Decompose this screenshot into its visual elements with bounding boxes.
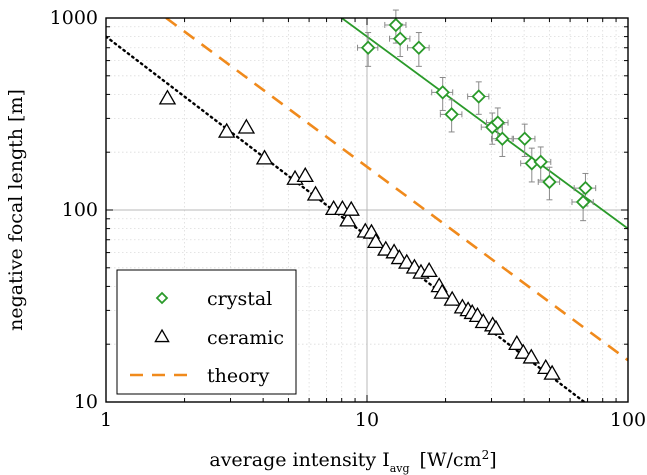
legend-crystal-label: crystal bbox=[207, 288, 272, 310]
ceramic-point bbox=[217, 122, 236, 138]
legend-items: crystal ceramic theory bbox=[130, 288, 284, 387]
legend-theory-label: theory bbox=[207, 365, 270, 387]
x-tick-label: 100 bbox=[610, 409, 646, 431]
y-tick-label: 10 bbox=[74, 391, 98, 413]
crystal-point bbox=[392, 31, 408, 46]
ceramic-point bbox=[487, 319, 505, 335]
x-axis-label-main: average intensity I bbox=[209, 449, 389, 471]
crystal-point bbox=[533, 154, 548, 170]
ceramic-point bbox=[443, 290, 461, 306]
x-axis-label-unit: [W/cm bbox=[420, 449, 482, 471]
crystal-point bbox=[575, 194, 591, 210]
crystal-point bbox=[471, 89, 487, 104]
crystal-point bbox=[490, 115, 506, 130]
ceramic-point bbox=[514, 343, 533, 359]
ceramic-point bbox=[522, 348, 541, 364]
ceramic-point bbox=[474, 313, 493, 329]
x-tick-label: 1 bbox=[100, 409, 112, 431]
ceramic-point bbox=[255, 149, 274, 165]
x-axis-label-sup: 2 bbox=[482, 448, 490, 462]
crystal-point bbox=[542, 174, 557, 190]
ceramic-point bbox=[237, 118, 256, 134]
crystal-point bbox=[495, 131, 510, 147]
ceramic-point bbox=[398, 253, 416, 269]
grid bbox=[106, 18, 628, 402]
ceramic-point bbox=[420, 261, 438, 278]
x-axis-label-close: ] bbox=[489, 449, 496, 471]
ceramic-point bbox=[306, 185, 325, 201]
ceramic-point bbox=[342, 200, 360, 216]
legend-ceramic-label: ceramic bbox=[207, 327, 284, 349]
crystal-point bbox=[578, 180, 593, 196]
crystal-point bbox=[360, 40, 376, 56]
ceramic-fit-line bbox=[106, 35, 586, 402]
ceramic-point bbox=[433, 283, 451, 299]
ceramic-point bbox=[296, 166, 314, 183]
ceramic-point bbox=[158, 89, 177, 105]
crystal-point bbox=[517, 131, 532, 147]
legend: crystal ceramic theory bbox=[116, 269, 297, 395]
crystal-fit-line bbox=[341, 18, 628, 230]
x-axis-label-sub: avg bbox=[390, 462, 410, 475]
crystal-point bbox=[388, 17, 404, 33]
ceramic-point bbox=[339, 211, 357, 227]
y-axis-label: negative focal length [m] bbox=[5, 89, 27, 331]
y-tick-label: 100 bbox=[62, 199, 98, 221]
ceramic-point bbox=[543, 364, 561, 380]
theory-line bbox=[165, 18, 628, 362]
crystal-point bbox=[444, 107, 459, 122]
legend-ceramic-marker bbox=[154, 328, 170, 343]
series-markers bbox=[158, 17, 593, 380]
crystal-error-bars bbox=[357, 9, 597, 222]
x-tick-label: 10 bbox=[355, 409, 379, 431]
y-tick-label: 1000 bbox=[50, 7, 98, 29]
legend-crystal-marker bbox=[155, 291, 169, 305]
series-lines bbox=[106, 18, 628, 402]
crystal-point bbox=[411, 40, 427, 56]
x-axis-label: average intensity Iavg [W/cm2] bbox=[209, 448, 496, 475]
legend-box bbox=[116, 269, 297, 395]
crystal-point bbox=[435, 85, 450, 100]
ceramic-point bbox=[366, 232, 385, 249]
ceramic-point bbox=[508, 334, 526, 351]
